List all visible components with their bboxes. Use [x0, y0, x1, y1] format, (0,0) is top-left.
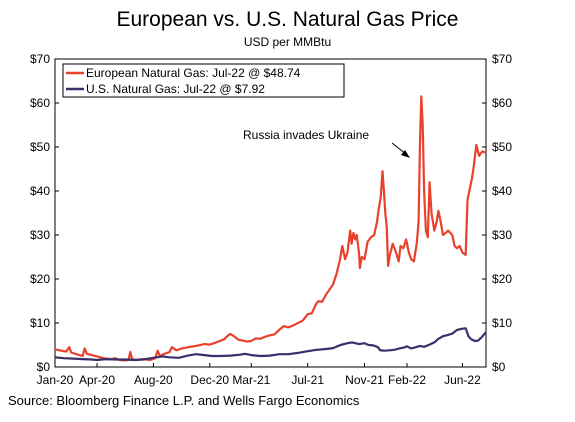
legend-label-us: U.S. Natural Gas: Jul-22 @ $7.92	[86, 82, 265, 96]
legend-box	[62, 63, 345, 98]
series-lines	[54, 95, 487, 362]
axis-ticks: $0 $0 $10 $10 $20 $20 $30 $30 $40 $40 $50 $50 $60 $60…	[30, 52, 512, 387]
annotation-label: Russia invades Ukraine	[243, 128, 369, 142]
y-tick-label-right: $50	[492, 140, 512, 154]
x-tick-label: Jun-22	[444, 373, 481, 387]
chart-title: European vs. U.S. Natural Gas Price	[116, 8, 459, 31]
annotation: Russia invades Ukraine	[243, 128, 410, 158]
y-tick-label-right: $20	[492, 272, 512, 286]
y-tick-label-left: $40	[30, 184, 50, 198]
y-tick-label-left: $70	[30, 52, 50, 66]
legend: European Natural Gas: Jul-22 @ $48.74 U.…	[62, 63, 345, 98]
x-tick-label: Dec-20	[190, 373, 229, 387]
y-tick-label-left: $60	[30, 96, 50, 110]
chart-subtitle: USD per MMBtu	[243, 35, 332, 49]
x-tick-label: Mar-21	[232, 373, 270, 387]
y-tick-label-right: $0	[492, 360, 506, 374]
annotation-arrowhead	[401, 150, 410, 158]
y-tick-label-left: $10	[30, 316, 50, 330]
x-tick-label: Nov-21	[345, 373, 384, 387]
y-tick-label-right: $70	[492, 52, 512, 66]
x-tick-label: Jan-20	[37, 373, 74, 387]
legend-label-european: European Natural Gas: Jul-22 @ $48.74	[86, 66, 301, 80]
y-tick-label-left: $20	[30, 272, 50, 286]
x-tick-label: Jul-21	[291, 373, 324, 387]
y-tick-label-left: $50	[30, 140, 50, 154]
y-tick-label-left: $0	[37, 360, 51, 374]
y-tick-label-right: $30	[492, 228, 512, 242]
y-tick-label-right: $60	[492, 96, 512, 110]
plot-area-frame	[54, 58, 487, 368]
x-tick-label: Aug-20	[134, 373, 173, 387]
y-tick-label-right: $10	[492, 316, 512, 330]
y-tick-label-left: $30	[30, 228, 50, 242]
x-tick-label: Apr-20	[79, 373, 115, 387]
y-tick-label-right: $40	[492, 184, 512, 198]
series-line-us	[54, 327, 487, 362]
source-note: Source: Bloomberg Finance L.P. and Wells…	[8, 393, 360, 408]
x-tick-label: Feb-22	[388, 373, 426, 387]
